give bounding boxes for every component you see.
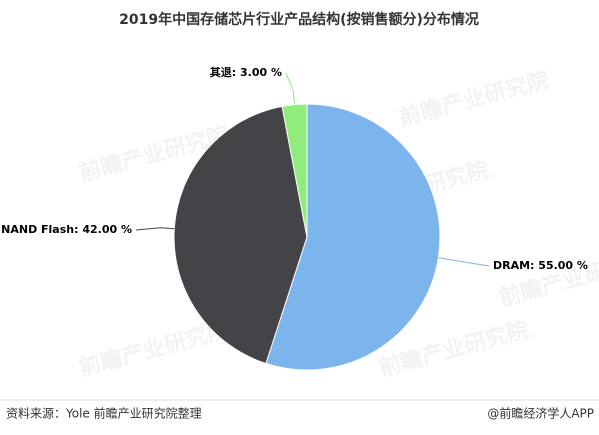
pie-slice bbox=[173, 105, 308, 365]
pie-slice bbox=[265, 103, 441, 371]
chart-title: 2019年中国存储芯片行业产品结构(按销售额分)分布情况 bbox=[119, 11, 479, 28]
data-label: 其退: 3.00 % bbox=[210, 65, 282, 79]
source: 资料来源：Yole 前瞻产业研究院整理 bbox=[6, 406, 202, 421]
leader-line bbox=[135, 227, 175, 231]
data-label: DRAM: 55.00 % bbox=[493, 259, 588, 272]
credit: @前瞻经济学人APP bbox=[487, 406, 594, 421]
pie-slice bbox=[281, 103, 308, 238]
data-label: NAND Flash: 42.00 % bbox=[1, 223, 132, 236]
leader-line bbox=[285, 72, 295, 105]
pie: DRAM: 55.00 % NAND Flash: 42.00 % 其退: 3.00… bbox=[1, 65, 588, 371]
leader-line bbox=[438, 257, 490, 267]
